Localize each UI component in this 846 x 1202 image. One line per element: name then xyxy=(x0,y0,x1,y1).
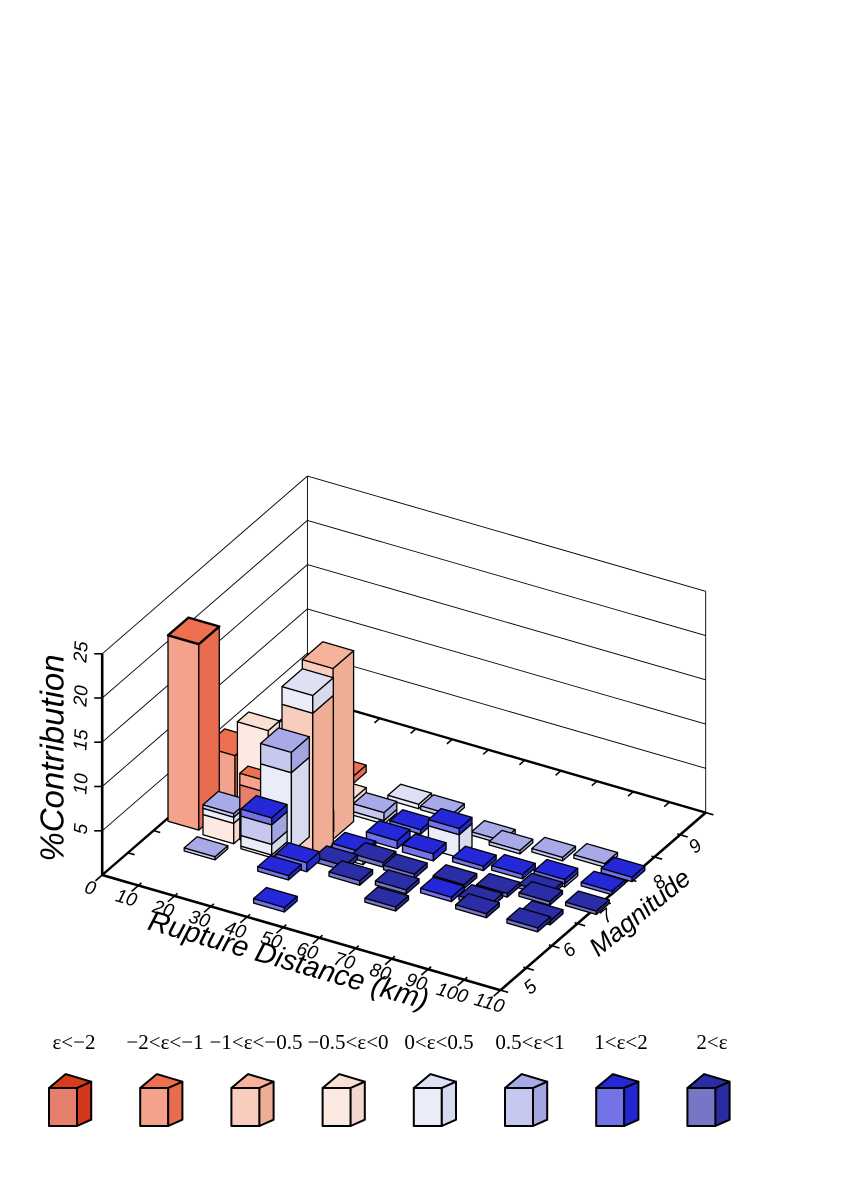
svg-text:−0.5<ε<0: −0.5<ε<0 xyxy=(307,1030,388,1054)
svg-text:ε<−2: ε<−2 xyxy=(52,1030,95,1054)
svg-text:1<ε<2: 1<ε<2 xyxy=(594,1030,648,1054)
svg-text:2<ε: 2<ε xyxy=(696,1030,727,1054)
svg-text:5: 5 xyxy=(71,823,93,835)
svg-text:15: 15 xyxy=(70,728,92,751)
svg-text:0.5<ε<1: 0.5<ε<1 xyxy=(495,1030,564,1054)
svg-text:0<ε<0.5: 0<ε<0.5 xyxy=(404,1030,473,1054)
svg-text:20: 20 xyxy=(70,684,93,708)
svg-text:10: 10 xyxy=(70,772,92,795)
svg-text:%Contribution: %Contribution xyxy=(34,654,71,861)
svg-text:25: 25 xyxy=(70,640,93,664)
svg-text:−2<ε<−1: −2<ε<−1 xyxy=(126,1030,203,1054)
svg-text:−1<ε<−0.5: −1<ε<−0.5 xyxy=(210,1030,303,1054)
